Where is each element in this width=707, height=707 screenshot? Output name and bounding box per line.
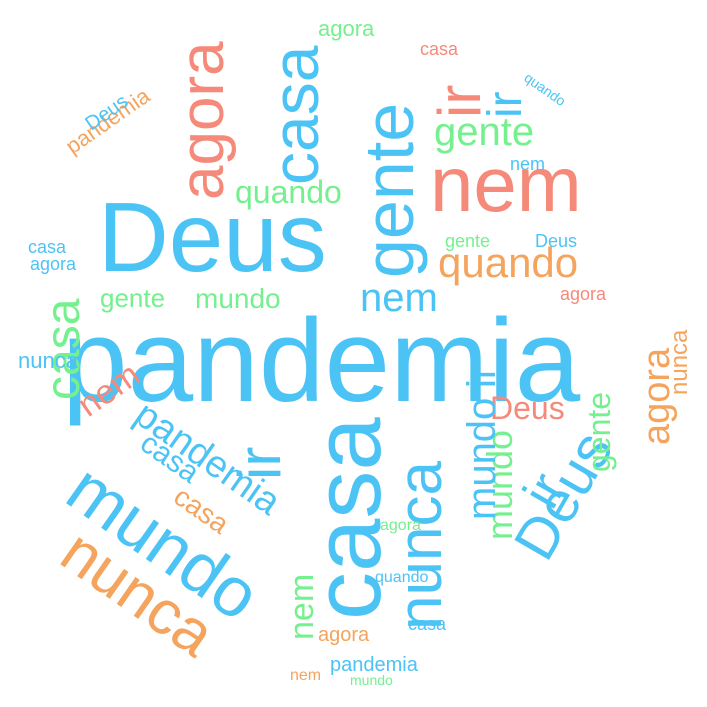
word-deus-mid-right: Deus [490,390,565,426]
word-mundo-mid: mundo [195,283,281,314]
word-gente-right-rot: gente [581,391,617,472]
word-casa-top: casa [420,39,459,59]
word-quando-right: quando [438,239,579,286]
word-nunca-rot: nunca [386,461,455,630]
word-casa-rot-top: casa [258,45,332,185]
word-agora-left: agora [30,254,77,274]
word-casa-left: casa [28,237,67,257]
word-pandemia-main: pandemia [62,295,581,427]
word-agora-bottom2: agora [380,517,421,534]
word-nunca-right-rot: nunca [666,329,693,395]
word-gente-right: gente [434,110,535,154]
word-agora-midright: agora [560,284,607,304]
word-mundo-rot-center: mundo [460,397,504,520]
word-pandemia-bottom: pandemia [330,654,418,676]
word-ir-mid: ir [460,365,504,388]
word-gente-lower: gente [445,231,491,251]
word-nem-bottom: nem [283,573,321,640]
word-nunca-left: nunca [18,348,78,373]
word-nem-top: nem [430,140,582,228]
word-agora-top: agora [318,16,375,41]
word-quando-upper: quando [235,174,342,210]
word-casa-bottom2: casa [408,614,447,634]
word-nem-mid: nem [360,276,438,320]
word-mundo-bottom: mundo [350,672,393,688]
word-deus-main: Deus [98,182,327,292]
word-gente-rot: gente [350,102,428,278]
word-ir-left: ir [226,446,293,480]
word-nem-midright: nem [510,154,546,174]
word-gente-mid: gente [100,283,166,313]
word-agora-rot: agora [168,41,237,200]
word-quando-bottom: quando [375,569,429,586]
word-agora-bottom: agora [318,624,370,646]
word-nem-bottom2: nem [290,667,322,684]
word-deus-midright: Deus [535,231,578,251]
